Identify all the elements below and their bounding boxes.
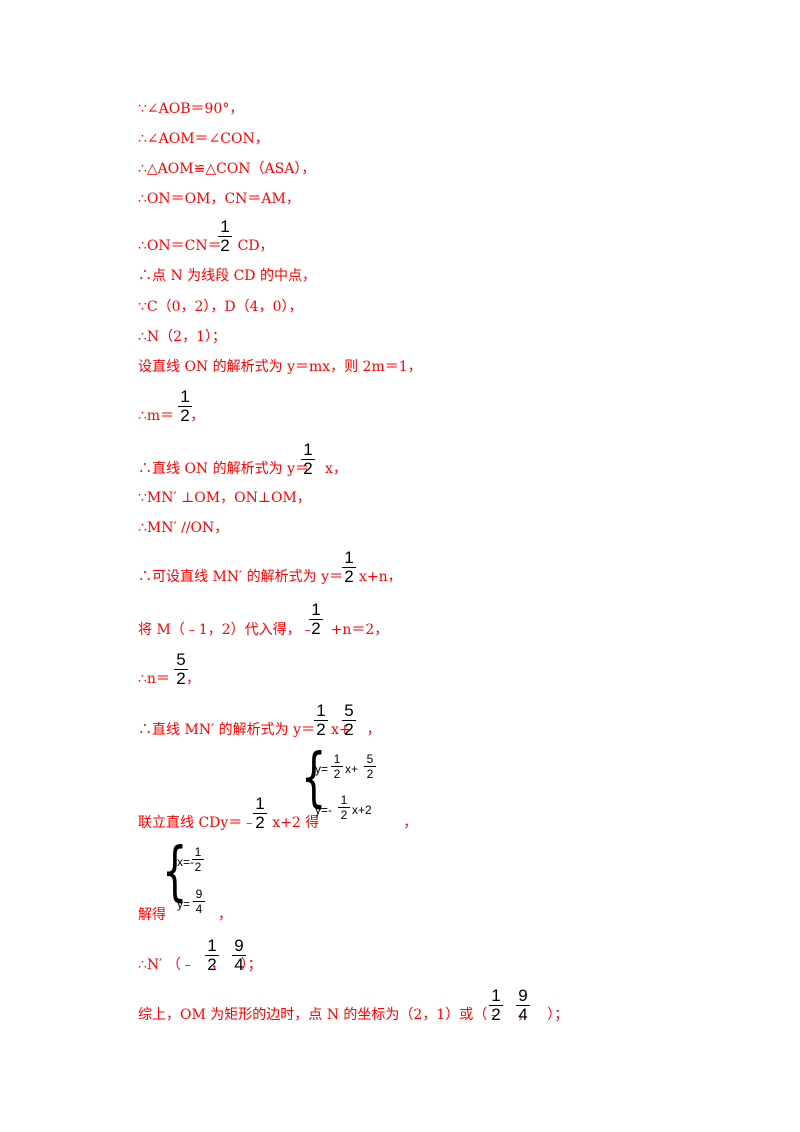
line-set-on-equation: 设直线 ON 的解析式为 y＝mx，则 2m＝1， — [138, 359, 422, 375]
system2-eq2: y= — [177, 897, 191, 911]
system1-eq2-rhs: x+2 — [352, 803, 372, 817]
line-segment-equality: ∴ON＝OM，CN＝AM， — [138, 191, 300, 207]
line-n-prime-coordinates: ∴N′ （﹣，）； — [138, 957, 262, 973]
system1-eq1: y= — [315, 762, 329, 776]
brace-system-1: { — [301, 741, 327, 815]
line-on-equation: ∴直线 ON 的解析式为 y＝ x， — [138, 461, 347, 477]
line-triangle-congruence: ∴△AOM≌△CON（ASA）， — [138, 161, 316, 177]
system2-eq1: x=- — [177, 855, 195, 869]
brace-system-2: { — [162, 835, 188, 909]
line-perpendicular: ∵MN′ ⊥OM，ON⊥OM， — [138, 490, 311, 506]
line-substitute-m: 将 M（﹣1，2）代入得，﹣ +n＝2， — [138, 622, 389, 638]
line-combine-cd: 联立直线 CDy＝﹣ x+2 得， — [138, 815, 418, 831]
line-c-d-coordinates: ∵C（0，2），D（4，0）， — [138, 299, 303, 315]
line-n-midpoint: ∴点 N 为线段 CD 的中点， — [138, 268, 316, 284]
line-on-equals-half-cd: ∴ON＝CN＝ CD， — [138, 238, 274, 254]
line-m-value: ∴m＝， — [138, 408, 205, 424]
line-angle-equality: ∴∠AOM＝∠CON， — [138, 131, 269, 147]
line-n-coordinates: ∴N（2，1）； — [138, 329, 226, 345]
line-conclusion: 综上，OM 为矩形的边时，点 N 的坐标为（2，1）或（﹣，）； — [138, 1007, 569, 1023]
system1-eq2: y=- — [315, 803, 333, 817]
line-n-value: ∴n＝， — [138, 671, 200, 687]
line-mn-equation-form: ∴可设直线 MN′ 的解析式为 y＝ x+n， — [138, 569, 402, 585]
line-given-angle-aob: ∵∠AOB＝90°， — [138, 101, 244, 117]
line-parallel: ∴MN′ //ON， — [138, 520, 229, 536]
line-mn-equation: ∴直线 MN′ 的解析式为 y＝ x+， — [138, 722, 381, 738]
system1-eq1-mid: x+ — [345, 762, 359, 776]
line-solution: 解得， — [138, 907, 232, 923]
